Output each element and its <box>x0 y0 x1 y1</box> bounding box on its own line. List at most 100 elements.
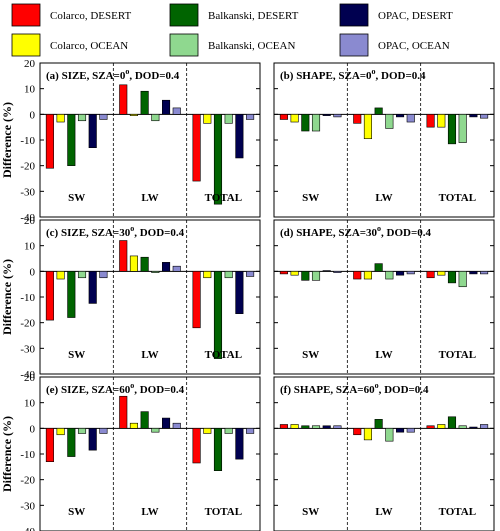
bar <box>437 271 446 276</box>
bar <box>279 114 288 120</box>
bar <box>374 107 383 115</box>
chart-panel: -40 -30 -20 -10 0 10 20 SW LW TOTAL (c) SIZE, SZA=… <box>0 215 261 381</box>
bar <box>151 114 160 122</box>
bar <box>246 428 255 434</box>
bar <box>140 90 149 115</box>
bar <box>88 428 97 451</box>
category-label: TOTAL <box>439 506 477 518</box>
bar <box>290 114 299 123</box>
bar <box>67 271 76 318</box>
bar <box>374 263 383 272</box>
bar <box>129 114 138 116</box>
y-tick-label: -30 <box>20 343 35 355</box>
y-tick-label: 20 <box>24 58 36 70</box>
bar <box>213 271 223 359</box>
bar <box>129 255 138 272</box>
bar <box>56 428 65 436</box>
y-tick-label: 10 <box>24 398 36 410</box>
panel-title: (d) SHAPE, SZA=30o, DOD=0.4 <box>280 224 432 239</box>
panel-title: (b) SHAPE, SZA=0o, DOD=0.4 <box>280 67 426 82</box>
bar <box>192 271 201 329</box>
bar <box>162 417 171 429</box>
bar <box>469 114 478 118</box>
bar <box>129 422 138 429</box>
y-tick-label: -10 <box>20 292 35 304</box>
y-axis-label: Difference (%) <box>0 102 14 178</box>
bar <box>290 424 299 429</box>
panel-title-sup: o <box>375 381 379 390</box>
bar <box>192 428 201 464</box>
panel-title-tail: , DOD=0.4 <box>381 227 431 239</box>
legend-swatch <box>169 33 199 57</box>
bar <box>395 271 405 276</box>
y-tick-label: -20 <box>20 318 35 330</box>
bar <box>279 424 288 429</box>
panel-title-main: (f) SHAPE, SZA=60 <box>280 384 375 396</box>
bar <box>67 114 76 166</box>
bar <box>406 428 415 433</box>
bar <box>301 425 310 429</box>
y-tick-label: -20 <box>20 161 35 173</box>
bar <box>480 424 489 429</box>
bar <box>311 271 321 281</box>
bar <box>99 271 108 279</box>
panel-title-tail: , DOD=0.4 <box>376 70 426 82</box>
bar <box>426 425 435 429</box>
category-label: TOTAL <box>205 192 243 204</box>
panel-title-sup: o <box>125 67 129 76</box>
bar <box>88 114 97 149</box>
y-tick-label: 20 <box>24 215 36 227</box>
bar <box>151 271 160 273</box>
chart-panel: SW LW TOTAL (d) SHAPE, SZA=30o, DOD=0.4 <box>273 219 495 375</box>
bar <box>151 428 160 433</box>
category-label: TOTAL <box>439 192 477 204</box>
bar <box>374 419 383 429</box>
category-label: LW <box>141 192 158 204</box>
bar <box>426 114 435 128</box>
bar <box>88 271 97 304</box>
legend-label: Colarco, DESERT <box>50 10 131 22</box>
bar <box>385 114 394 129</box>
bar <box>395 428 405 433</box>
bar <box>311 425 321 429</box>
panels: -40 -30 -20 -10 0 10 20 SW LW TOTAL (a) SIZE, SZA=… <box>0 58 495 531</box>
legend-label: Balkanski, OCEAN <box>208 40 295 52</box>
bar <box>172 107 181 115</box>
y-axis-label: Difference (%) <box>0 259 14 335</box>
panel-title-sup: o <box>377 224 381 233</box>
chart-panel: SW LW TOTAL (f) SHAPE, SZA=60o, DOD=0.4 <box>273 376 495 531</box>
bar <box>447 114 457 145</box>
bar <box>426 271 435 279</box>
y-tick-label: 0 <box>30 266 36 278</box>
bar <box>162 99 171 115</box>
y-tick-label: 0 <box>30 109 36 121</box>
category-label: SW <box>302 192 319 204</box>
bar <box>333 114 342 118</box>
bar <box>311 114 321 132</box>
bar <box>140 256 149 272</box>
bar <box>458 425 467 429</box>
bar <box>290 271 299 276</box>
category-label: TOTAL <box>205 506 243 518</box>
bar <box>213 428 223 471</box>
y-tick-label: 10 <box>24 84 36 96</box>
bar <box>301 114 310 132</box>
bar <box>353 428 362 436</box>
panel-title-main: (b) SHAPE, SZA=0 <box>280 70 372 82</box>
category-label: SW <box>302 349 319 361</box>
category-label: SW <box>302 506 319 518</box>
bar <box>458 271 467 288</box>
panel-title: (c) SIZE, SZA=30o, DOD=0.4 <box>46 224 185 239</box>
bar <box>77 114 87 122</box>
bar <box>406 271 415 275</box>
legend-label: OPAC, OCEAN <box>378 40 450 52</box>
bar <box>56 271 65 280</box>
legend-swatch <box>11 3 41 27</box>
panel-title-tail: , DOD=0.4 <box>379 384 429 396</box>
panel-title-main: (c) SIZE, SZA=30 <box>46 227 131 239</box>
panel-title-tail: , DOD=0.4 <box>129 70 179 82</box>
bar <box>45 114 54 169</box>
legend-swatch <box>339 3 369 27</box>
bar <box>353 271 362 280</box>
